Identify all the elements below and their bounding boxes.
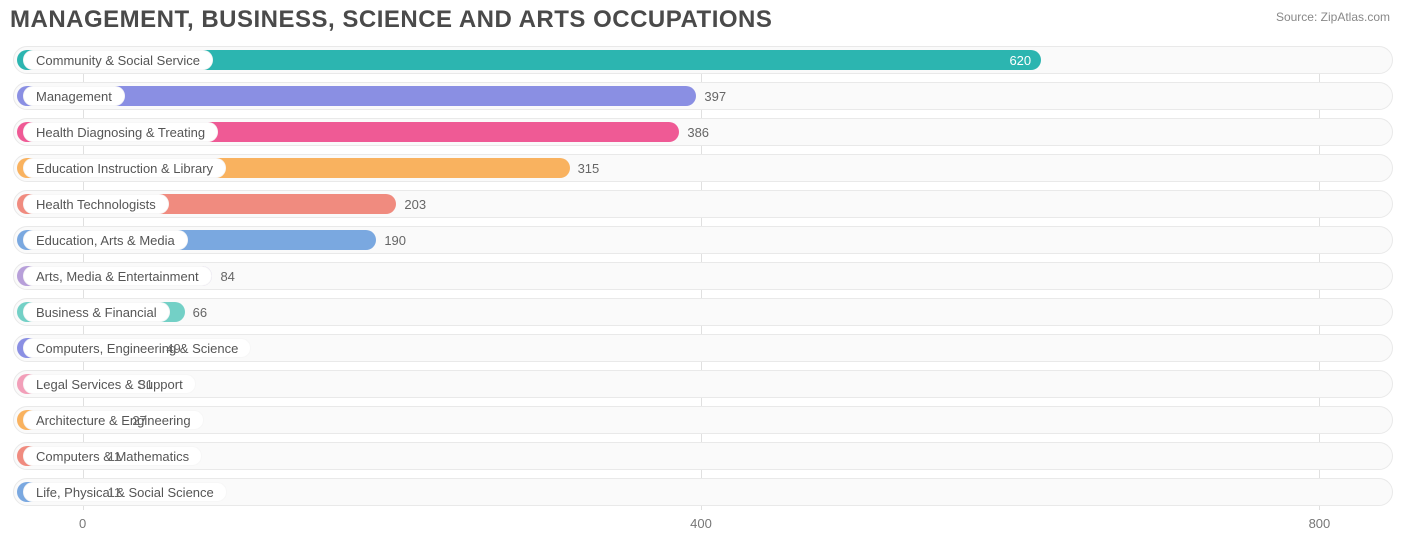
bar-label: Management — [23, 86, 125, 106]
bar-row: Education Instruction & Library 315 — [13, 154, 1393, 182]
x-tick: 0 — [79, 516, 86, 531]
bar-value: 11 — [100, 478, 122, 506]
source-attribution: Source: ZipAtlas.com — [1276, 6, 1396, 24]
bar-label: Health Diagnosing & Treating — [23, 122, 218, 142]
plot-area: Community & Social Service 620 Management 3… — [13, 46, 1393, 536]
bar-value: 386 — [679, 118, 709, 146]
bar-row: Computers & Mathematics11 — [13, 442, 1393, 470]
bar-track — [13, 442, 1393, 470]
bar-label: Education Instruction & Library — [23, 158, 226, 178]
bar-row: Community & Social Service 620 — [13, 46, 1393, 74]
bar-label: Architecture & Engineering — [23, 410, 204, 430]
bar-value: 397 — [696, 82, 726, 110]
header: MANAGEMENT, BUSINESS, SCIENCE AND ARTS O… — [10, 6, 1396, 34]
bar-track — [13, 406, 1393, 434]
bar-row: Legal Services & Support31 — [13, 370, 1393, 398]
x-tick: 800 — [1309, 516, 1331, 531]
bar-value: 190 — [376, 226, 406, 254]
bar-row: Life, Physical & Social Science11 — [13, 478, 1393, 506]
bar-label: Health Technologists — [23, 194, 169, 214]
chart-title: MANAGEMENT, BUSINESS, SCIENCE AND ARTS O… — [10, 6, 772, 34]
bar-row: Business & Financial 66 — [13, 298, 1393, 326]
bar-value: 620 — [1009, 46, 1031, 74]
chart-container: MANAGEMENT, BUSINESS, SCIENCE AND ARTS O… — [0, 0, 1406, 558]
bar-value: 84 — [212, 262, 234, 290]
bar-label: Business & Financial — [23, 302, 170, 322]
bar-label: Community & Social Service — [23, 50, 213, 70]
bar-row: Computers, Engineering & Science49 — [13, 334, 1393, 362]
bar-value: 11 — [100, 442, 122, 470]
bar-label: Education, Arts & Media — [23, 230, 188, 250]
bar-label: Life, Physical & Social Science — [23, 482, 227, 502]
bar-row: Arts, Media & Entertainment84 — [13, 262, 1393, 290]
bar-row: Health Technologists 203 — [13, 190, 1393, 218]
bar-row: Health Diagnosing & Treating 386 — [13, 118, 1393, 146]
bar-track — [13, 298, 1393, 326]
bar-value: 315 — [570, 154, 600, 182]
bar-value: 31 — [131, 370, 153, 398]
bars: Community & Social Service 620 Management 3… — [13, 46, 1393, 506]
bar-label: Arts, Media & Entertainment — [23, 266, 212, 286]
bar-value: 49 — [158, 334, 180, 362]
bar-value: 203 — [396, 190, 426, 218]
bar-row: Education, Arts & Media 190 — [13, 226, 1393, 254]
x-axis: 0 400 800 — [13, 514, 1393, 536]
bar-value: 66 — [185, 298, 207, 326]
x-tick: 400 — [690, 516, 712, 531]
bar-row: Management 397 — [13, 82, 1393, 110]
bar-label: Legal Services & Support — [23, 374, 196, 394]
bar-track — [13, 370, 1393, 398]
bar-row: Architecture & Engineering27 — [13, 406, 1393, 434]
bar-value: 27 — [124, 406, 146, 434]
bar-label: Computers, Engineering & Science — [23, 338, 251, 358]
